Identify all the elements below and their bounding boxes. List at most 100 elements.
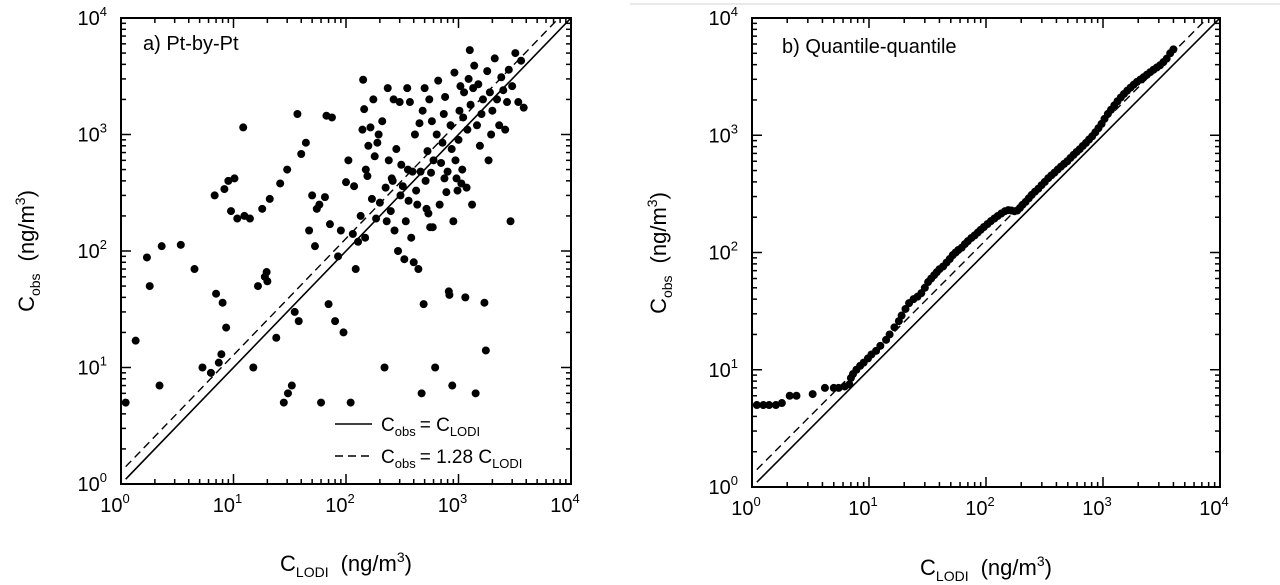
panel-a-data-point <box>490 54 499 63</box>
panel-a-data-point <box>294 317 303 326</box>
panel-a-data-point <box>384 156 393 165</box>
panel-b-x-tick-label: 104 <box>1199 494 1228 520</box>
legend-entry-solid: Cobs = CLODI <box>381 415 480 439</box>
panel-a-data-point <box>455 106 464 115</box>
panel-a-data-point <box>258 204 267 213</box>
panel-b-data-point <box>901 304 910 313</box>
panel-a-data-point <box>441 92 450 101</box>
panel-a-data-point <box>394 247 403 255</box>
panel-b-data-point <box>765 401 774 410</box>
panel-a-y-tick-label: 100 <box>78 470 107 496</box>
panel-a-data-point <box>381 183 390 192</box>
panel-a-x-tick-label: 101 <box>213 491 242 517</box>
panel-b-data-point <box>820 383 829 392</box>
panel-a-data-point <box>439 109 448 118</box>
panel-b-xlabel-sub: LODI <box>936 568 969 584</box>
panel-a-data-point <box>253 282 262 291</box>
panel-a-data-point <box>389 95 398 104</box>
panel-a-xlabel-unit: (ng/m <box>341 551 397 576</box>
panel-a-data-point <box>487 130 496 139</box>
panel-a-data-point <box>359 75 368 84</box>
panel-a-data-point <box>230 174 239 183</box>
panel-b-x-tick-labels: 100 101 102 103 104 <box>731 494 1228 520</box>
panel-a-data-point <box>454 135 463 144</box>
panel-a-data-point <box>283 165 292 174</box>
panel-a-data-point <box>421 176 430 185</box>
panel-a-data-point <box>301 138 310 147</box>
panel-a-x-tick-label: 103 <box>438 491 467 517</box>
panel-a-data-point <box>405 98 414 107</box>
panel-a-data-point <box>348 229 357 238</box>
panel-a-ylabel-unit-end: ) <box>14 190 39 197</box>
panel-a-data-point <box>142 253 151 262</box>
panel-a-data-point <box>397 160 406 169</box>
panel-a-data-point <box>453 186 462 195</box>
panel-a-data-point <box>217 350 226 359</box>
panel-a-data-point <box>210 191 219 200</box>
panel-b-x-tick-label: 103 <box>1082 494 1111 520</box>
panel-b-ylabel-sub: obs <box>659 275 675 298</box>
panel-a-data-point <box>478 95 487 104</box>
panel-a-data-point <box>481 346 490 355</box>
panel-a-data-point <box>432 130 441 139</box>
panel-a-data-point <box>434 76 443 85</box>
panel-b-data-point <box>752 401 761 410</box>
panel-b-ylabel-unit: (ng/m <box>646 207 671 263</box>
panel-a-data-point <box>283 389 292 398</box>
panel-a-data-point <box>336 226 345 235</box>
panel-a-data-point <box>429 156 438 165</box>
panel-a-data-point <box>361 233 370 242</box>
legend-dashed-rhs-sub: LODI <box>492 456 522 471</box>
panel-a-data-point <box>403 84 412 93</box>
legend-dashed-lhs: C <box>381 447 395 468</box>
panel-a-data-point <box>344 156 353 165</box>
panel-a-data-point <box>504 65 513 74</box>
panel-a-data-point <box>279 398 288 407</box>
panel-a-data-point <box>287 381 296 390</box>
panel-b-data-point <box>885 330 894 339</box>
panel-a-data-point <box>388 176 397 185</box>
panel-a-data-point <box>404 196 413 205</box>
panel-a-y-tick-label: 101 <box>78 354 107 380</box>
panel-a-data-point <box>226 207 235 216</box>
panel-a-data-point <box>451 156 460 165</box>
panel-a-data-point <box>420 84 429 93</box>
panel-a-data-point <box>400 255 409 264</box>
panel-a-label: a) Pt-by-Pt <box>143 33 239 55</box>
panel-b-x-tick-label: 102 <box>965 494 994 520</box>
legend-dashed-rhs: = 1.28 C <box>420 447 492 468</box>
panel-a-data-point <box>206 368 215 377</box>
panel-a-data-point <box>276 179 285 188</box>
panel-a-data-point <box>517 56 526 65</box>
panel-a-data-point <box>506 217 515 226</box>
panel-a-data-point <box>465 46 474 55</box>
panel-b-data-point <box>759 401 768 410</box>
panel-a-xlabel-unit-end: ) <box>405 551 412 576</box>
panel-a-data-point <box>363 172 372 181</box>
panel-a-data-point <box>190 265 199 274</box>
panel-a-data-point <box>425 95 434 104</box>
panel-a-data-point <box>358 125 367 134</box>
panel-a-data-point <box>290 307 299 316</box>
panel-a-data-point <box>413 200 422 209</box>
panel-a-data-point <box>483 67 492 76</box>
panel-b-ylabel-unit-end: ) <box>646 192 671 199</box>
panel-b-label: b) Quantile-quantile <box>782 36 957 58</box>
panel-a-data-point <box>488 106 497 115</box>
panel-a-data-point <box>466 100 475 109</box>
panel-a-frame <box>120 17 572 485</box>
panel-b-one-to-one-line <box>756 18 1220 483</box>
panel-a-pt-by-pt: 100 101 102 103 104 100 101 102 103 104 a) Pt-by… <box>12 4 580 580</box>
panel-b-y-tick-label: 100 <box>709 473 738 499</box>
panel-a-y-axis-label: Cobs (ng/m3) <box>12 190 43 312</box>
panel-b-data-point <box>1169 45 1178 54</box>
panel-a-x-tick-label: 102 <box>325 491 354 517</box>
panel-b-data-point <box>777 399 786 408</box>
panel-a-data-point <box>438 138 447 147</box>
panel-a-data-point <box>446 121 455 130</box>
panel-a-data-point <box>470 61 479 70</box>
panel-a-x-axis-label: CLODI (ng/m3) <box>280 549 412 580</box>
panel-a-data-point <box>416 167 425 176</box>
panel-b-xlabel-unit: (ng/m <box>981 555 1037 580</box>
